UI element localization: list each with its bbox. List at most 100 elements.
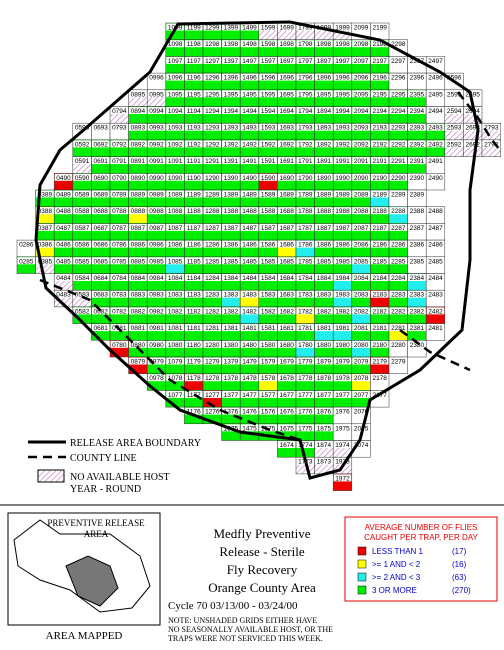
label-strip	[91, 157, 110, 165]
label-strip	[73, 157, 91, 165]
label-strip	[370, 23, 389, 31]
grid-label: 1282	[205, 308, 220, 315]
label-strip	[333, 190, 352, 198]
label-strip	[370, 90, 389, 98]
grid-label: 0688	[93, 208, 108, 215]
legend-swatch	[357, 546, 367, 556]
grid-label: 1578	[261, 375, 276, 382]
grid-label: 2186	[372, 242, 387, 249]
label-strip	[296, 56, 315, 64]
grid-label: 1885	[317, 258, 332, 265]
grid-label: 1090	[168, 175, 183, 182]
grid-label: 2078	[354, 375, 369, 382]
grid-label: 1895	[317, 91, 332, 98]
label-strip	[277, 257, 296, 265]
label-strip	[54, 290, 73, 298]
grid-label: 1396	[224, 75, 239, 82]
grid-label: 2385	[410, 258, 425, 265]
label-strip	[259, 73, 277, 81]
label-strip	[370, 190, 389, 198]
grid-label: 2389	[410, 192, 425, 199]
grid-label: 2279	[391, 359, 406, 366]
label-strip	[315, 40, 333, 48]
label-strip	[296, 340, 315, 348]
no-host-symbol	[37, 469, 65, 483]
grid-label: 2099	[354, 25, 369, 32]
grid-label: 2487	[428, 225, 443, 232]
grid-label: 0487	[56, 225, 71, 232]
grid-label: 1897	[317, 58, 332, 65]
label-strip	[259, 257, 277, 265]
grid-label: 0685	[93, 258, 108, 265]
grid-label: 2386	[410, 242, 425, 249]
grid-label: 1780	[298, 342, 313, 349]
grid-label: 1192	[187, 141, 201, 148]
label-strip	[110, 240, 129, 248]
grid-label: 0785	[112, 258, 127, 265]
grid-label: 1487	[242, 225, 257, 232]
label-strip	[296, 190, 315, 198]
label-strip	[296, 424, 315, 432]
grid-label: 1797	[298, 58, 313, 65]
legend-title: AVERAGE NUMBER OF FLIES	[365, 523, 478, 532]
label-strip	[222, 257, 240, 265]
label-strip	[352, 240, 370, 248]
grid-label: 0484	[56, 275, 71, 282]
label-strip	[222, 140, 240, 148]
label-strip	[129, 157, 147, 165]
label-strip	[389, 340, 408, 348]
label-strip	[277, 357, 296, 365]
grid-label: 1677	[279, 392, 294, 399]
label-strip	[277, 407, 296, 415]
label-strip	[333, 240, 352, 248]
grid-label: 0586	[75, 242, 90, 249]
grid-label: 0387	[38, 225, 53, 232]
grid-label: 2289	[391, 192, 406, 199]
label-strip	[296, 290, 315, 298]
label-strip	[36, 190, 54, 198]
label-strip	[54, 274, 73, 281]
label-strip	[370, 56, 389, 64]
grid-label: 0992	[149, 141, 164, 148]
grid-label: 1789	[298, 192, 313, 199]
label-strip	[184, 290, 203, 298]
legend-count: (63)	[452, 573, 467, 582]
grid-label: 0787	[112, 225, 127, 232]
grid-label: 1799	[298, 25, 313, 32]
grid-label: 2189	[372, 192, 387, 199]
label-strip	[315, 407, 333, 415]
grid-label: 1974	[335, 442, 350, 449]
grid-label: 1284	[205, 275, 220, 282]
grid-label: 0893	[131, 125, 146, 132]
grid-label: 0794	[112, 108, 127, 115]
label-strip	[296, 357, 315, 365]
grid-label: 1197	[187, 58, 201, 65]
grid-label: 0980	[149, 342, 164, 349]
label-strip	[222, 307, 240, 315]
label-strip	[259, 407, 277, 415]
county-line	[399, 328, 471, 372]
label-strip	[259, 290, 277, 298]
label-strip	[463, 140, 482, 148]
label-strip	[240, 90, 259, 98]
label-strip	[147, 223, 166, 231]
label-strip	[166, 257, 184, 265]
grid-label: 2494	[428, 108, 443, 115]
grid-label: 1483	[242, 292, 257, 299]
label-strip	[333, 107, 352, 114]
grid-label: 0389	[38, 192, 53, 199]
grid-label: 1984	[335, 275, 350, 282]
label-strip	[296, 123, 315, 131]
label-strip	[296, 257, 315, 265]
label-strip	[259, 40, 277, 48]
grid-label: 1279	[205, 359, 220, 366]
label-strip	[259, 190, 277, 198]
grid-label: 1976	[335, 409, 350, 416]
grid-label: 2077	[354, 392, 369, 399]
label-strip	[389, 157, 408, 165]
label-strip	[129, 207, 147, 215]
label-strip	[370, 240, 389, 248]
grid-label: 2387	[410, 225, 425, 232]
label-strip	[482, 123, 501, 131]
grid-label: 2076	[354, 409, 369, 416]
